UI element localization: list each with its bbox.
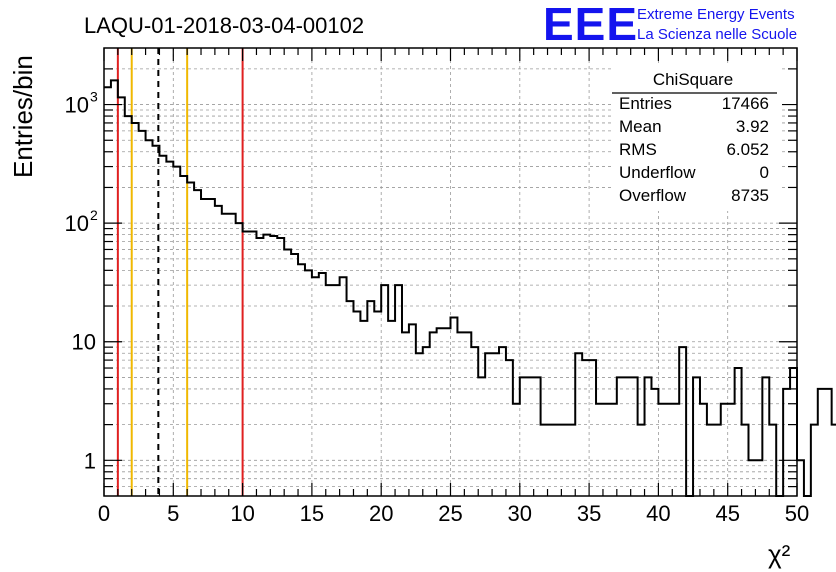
y-tick-label: 10 bbox=[65, 93, 89, 118]
y-tick-label-exponent: 2 bbox=[90, 207, 98, 223]
y-tick-label: 1 bbox=[84, 448, 96, 473]
stats-value-overflow: 8735 bbox=[731, 186, 769, 205]
x-tick-label: 0 bbox=[98, 501, 110, 526]
reference-lines bbox=[116, 48, 244, 496]
stats-value-entries: 17466 bbox=[722, 94, 769, 113]
x-tick-label: 50 bbox=[785, 501, 809, 526]
logo-subtitle-line2: La Scienza nelle Scuole bbox=[637, 26, 797, 43]
stats-box-background bbox=[612, 66, 782, 211]
stats-label-mean: Mean bbox=[619, 117, 662, 136]
stats-label-underflow: Underflow bbox=[619, 163, 696, 182]
x-tick-label: 45 bbox=[715, 501, 739, 526]
eee-logo-text: EEE bbox=[543, 0, 638, 50]
x-tick-label: 15 bbox=[300, 501, 324, 526]
y-tick-label: 10 bbox=[72, 330, 96, 355]
x-tick-label: 5 bbox=[167, 501, 179, 526]
stats-value-underflow: 0 bbox=[760, 163, 769, 182]
x-axis-title: χ² bbox=[768, 539, 791, 569]
axis-ticks bbox=[103, 48, 798, 496]
x-tick-label: 20 bbox=[369, 501, 393, 526]
y-tick-label: 10 bbox=[65, 211, 89, 236]
x-tick-labels: 0 5 10 15 20 25 30 35 40 45 50 bbox=[98, 501, 809, 526]
histogram-step-line bbox=[104, 79, 836, 497]
x-tick-label: 30 bbox=[508, 501, 532, 526]
stats-label-overflow: Overflow bbox=[619, 186, 687, 205]
y-tick-label-exponent: 3 bbox=[90, 89, 98, 105]
x-tick-label: 40 bbox=[646, 501, 670, 526]
stats-box: ChiSquare Entries 17466 Mean 3.92 RMS 6.… bbox=[612, 66, 782, 211]
stats-label-entries: Entries bbox=[619, 94, 672, 113]
stats-value-mean: 3.92 bbox=[736, 117, 769, 136]
eee-logo: EEE Extreme Energy Events La Scienza nel… bbox=[543, 0, 797, 50]
x-tick-label: 25 bbox=[438, 501, 462, 526]
stats-title: ChiSquare bbox=[653, 70, 733, 89]
x-tick-label: 35 bbox=[577, 501, 601, 526]
stats-label-rms: RMS bbox=[619, 140, 657, 159]
y-axis-title: Entries/bin bbox=[8, 55, 38, 178]
x-tick-label: 10 bbox=[230, 501, 254, 526]
logo-subtitle-line1: Extreme Energy Events bbox=[637, 6, 795, 23]
run-title: LAQU-01-2018-03-04-00102 bbox=[84, 13, 364, 38]
stats-value-rms: 6.052 bbox=[726, 140, 769, 159]
